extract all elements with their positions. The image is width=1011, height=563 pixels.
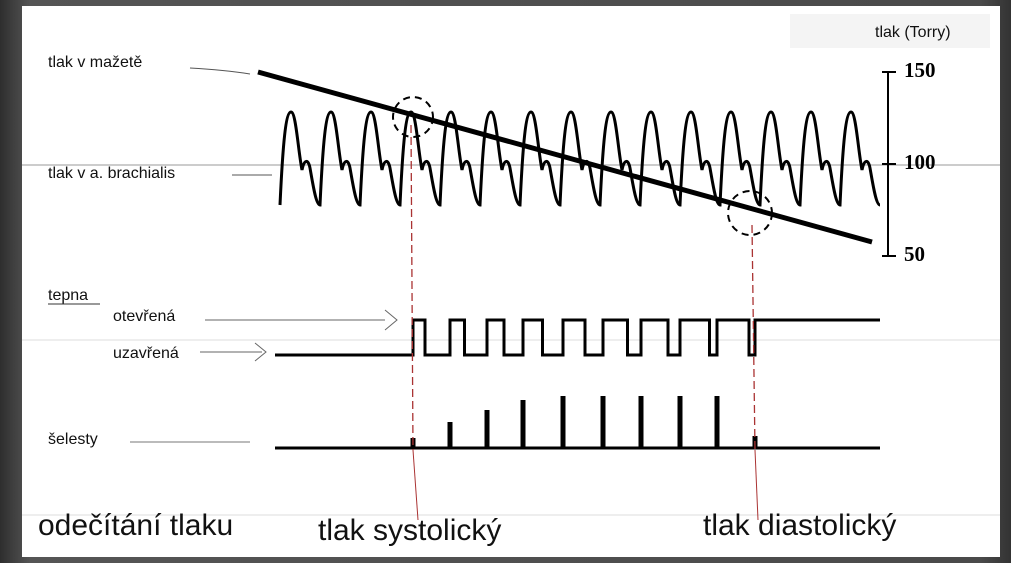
scale: 150 100 50: [882, 58, 936, 266]
arrow: [205, 309, 398, 331]
artery-state: [275, 318, 880, 357]
panel: [22, 6, 1000, 557]
diastolic-line: [751, 224, 756, 451]
tick-label: 50: [904, 242, 925, 266]
open-label: otevřená: [113, 308, 175, 325]
systolic-line: [412, 449, 419, 521]
pulse-wave: [278, 110, 881, 207]
cuff-label: tlak v mažetě: [48, 54, 142, 71]
sounds: [275, 396, 880, 450]
diastolic-label: tlak diastolický: [703, 509, 896, 542]
artery-label: tepna: [48, 287, 88, 304]
systolic-marker: [392, 96, 434, 138]
leader: [189, 67, 251, 75]
axis-label-box: [790, 14, 990, 48]
artery-pressure-label: tlak v a. brachialis: [48, 165, 175, 182]
tick-label: 100: [904, 150, 936, 174]
diastolic-marker: [727, 190, 773, 236]
systolic-label: tlak systolický: [318, 514, 501, 547]
tick-label: 150: [904, 58, 936, 82]
axis-label: tlak (Torry): [875, 24, 951, 41]
diastolic-line: [754, 449, 759, 521]
cuff-pressure-line: [257, 69, 873, 245]
systolic-line: [410, 124, 414, 451]
sounds-label: šelesty: [48, 431, 98, 448]
arrow: [200, 342, 267, 362]
closed-label: uzavřená: [113, 345, 179, 362]
reading-label: odečítání tlaku: [38, 509, 233, 542]
